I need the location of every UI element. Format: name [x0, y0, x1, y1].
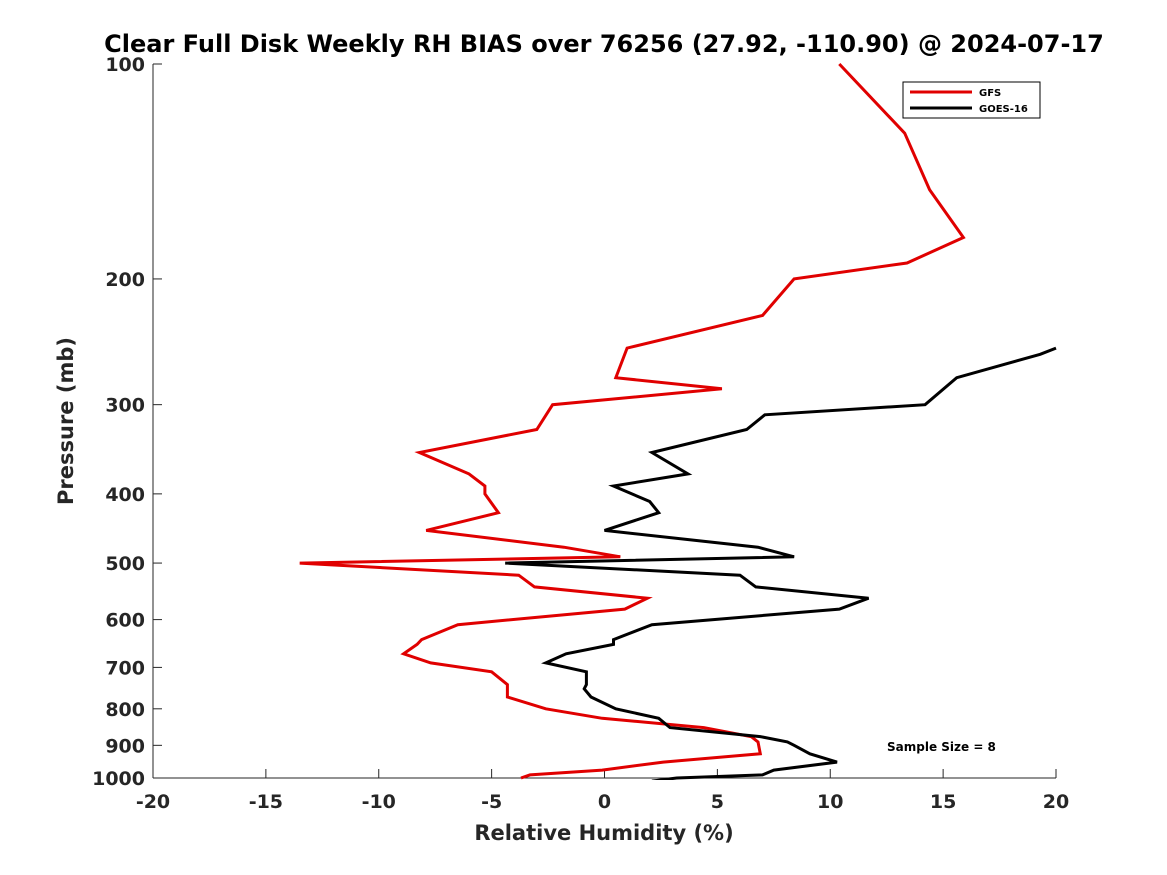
legend-label-goes16: GOES-16: [979, 104, 1028, 115]
legend: GFS GOES-16: [902, 81, 1041, 119]
x-tick-label: -5: [481, 791, 502, 813]
chart-title: Clear Full Disk Weekly RH BIAS over 7625…: [104, 30, 1104, 58]
series-line-gfs: [299, 62, 966, 780]
y-tick-label: 600: [105, 610, 145, 632]
y-axis-label: Pressure (mb): [54, 337, 78, 505]
series-line-goes16: [505, 346, 1057, 780]
plot-area: [153, 64, 1056, 778]
x-tick-label: 10: [817, 791, 843, 813]
y-tick-label: 100: [105, 54, 145, 76]
y-tick-label: 700: [105, 657, 145, 679]
axes: -20 -15 -10 -5 0 5 10 15 20 100 200 300 400 500 600 700…: [92, 54, 1069, 813]
x-tick-label: -15: [249, 791, 283, 813]
y-tick-label: 200: [105, 269, 145, 291]
legend-box: [902, 81, 1041, 119]
y-tick-label: 800: [105, 699, 145, 721]
y-tick-label: 500: [105, 553, 145, 575]
x-tick-label: 20: [1043, 791, 1069, 813]
y-tick-label: 900: [105, 735, 145, 757]
legend-label-gfs: GFS: [979, 88, 1001, 99]
series-group: [299, 62, 1057, 780]
y-tick-label: 1000: [92, 768, 145, 790]
y-tick-label: 300: [105, 395, 145, 417]
sample-size-annotation: Sample Size = 8: [887, 740, 996, 754]
x-tick-label: 5: [711, 791, 724, 813]
x-tick-label: -20: [136, 791, 170, 813]
x-tick-label: -10: [362, 791, 396, 813]
x-tick-label: 0: [598, 791, 611, 813]
x-tick-label: 15: [930, 791, 956, 813]
y-tick-label: 400: [105, 484, 145, 506]
x-axis-label: Relative Humidity (%): [474, 821, 733, 845]
